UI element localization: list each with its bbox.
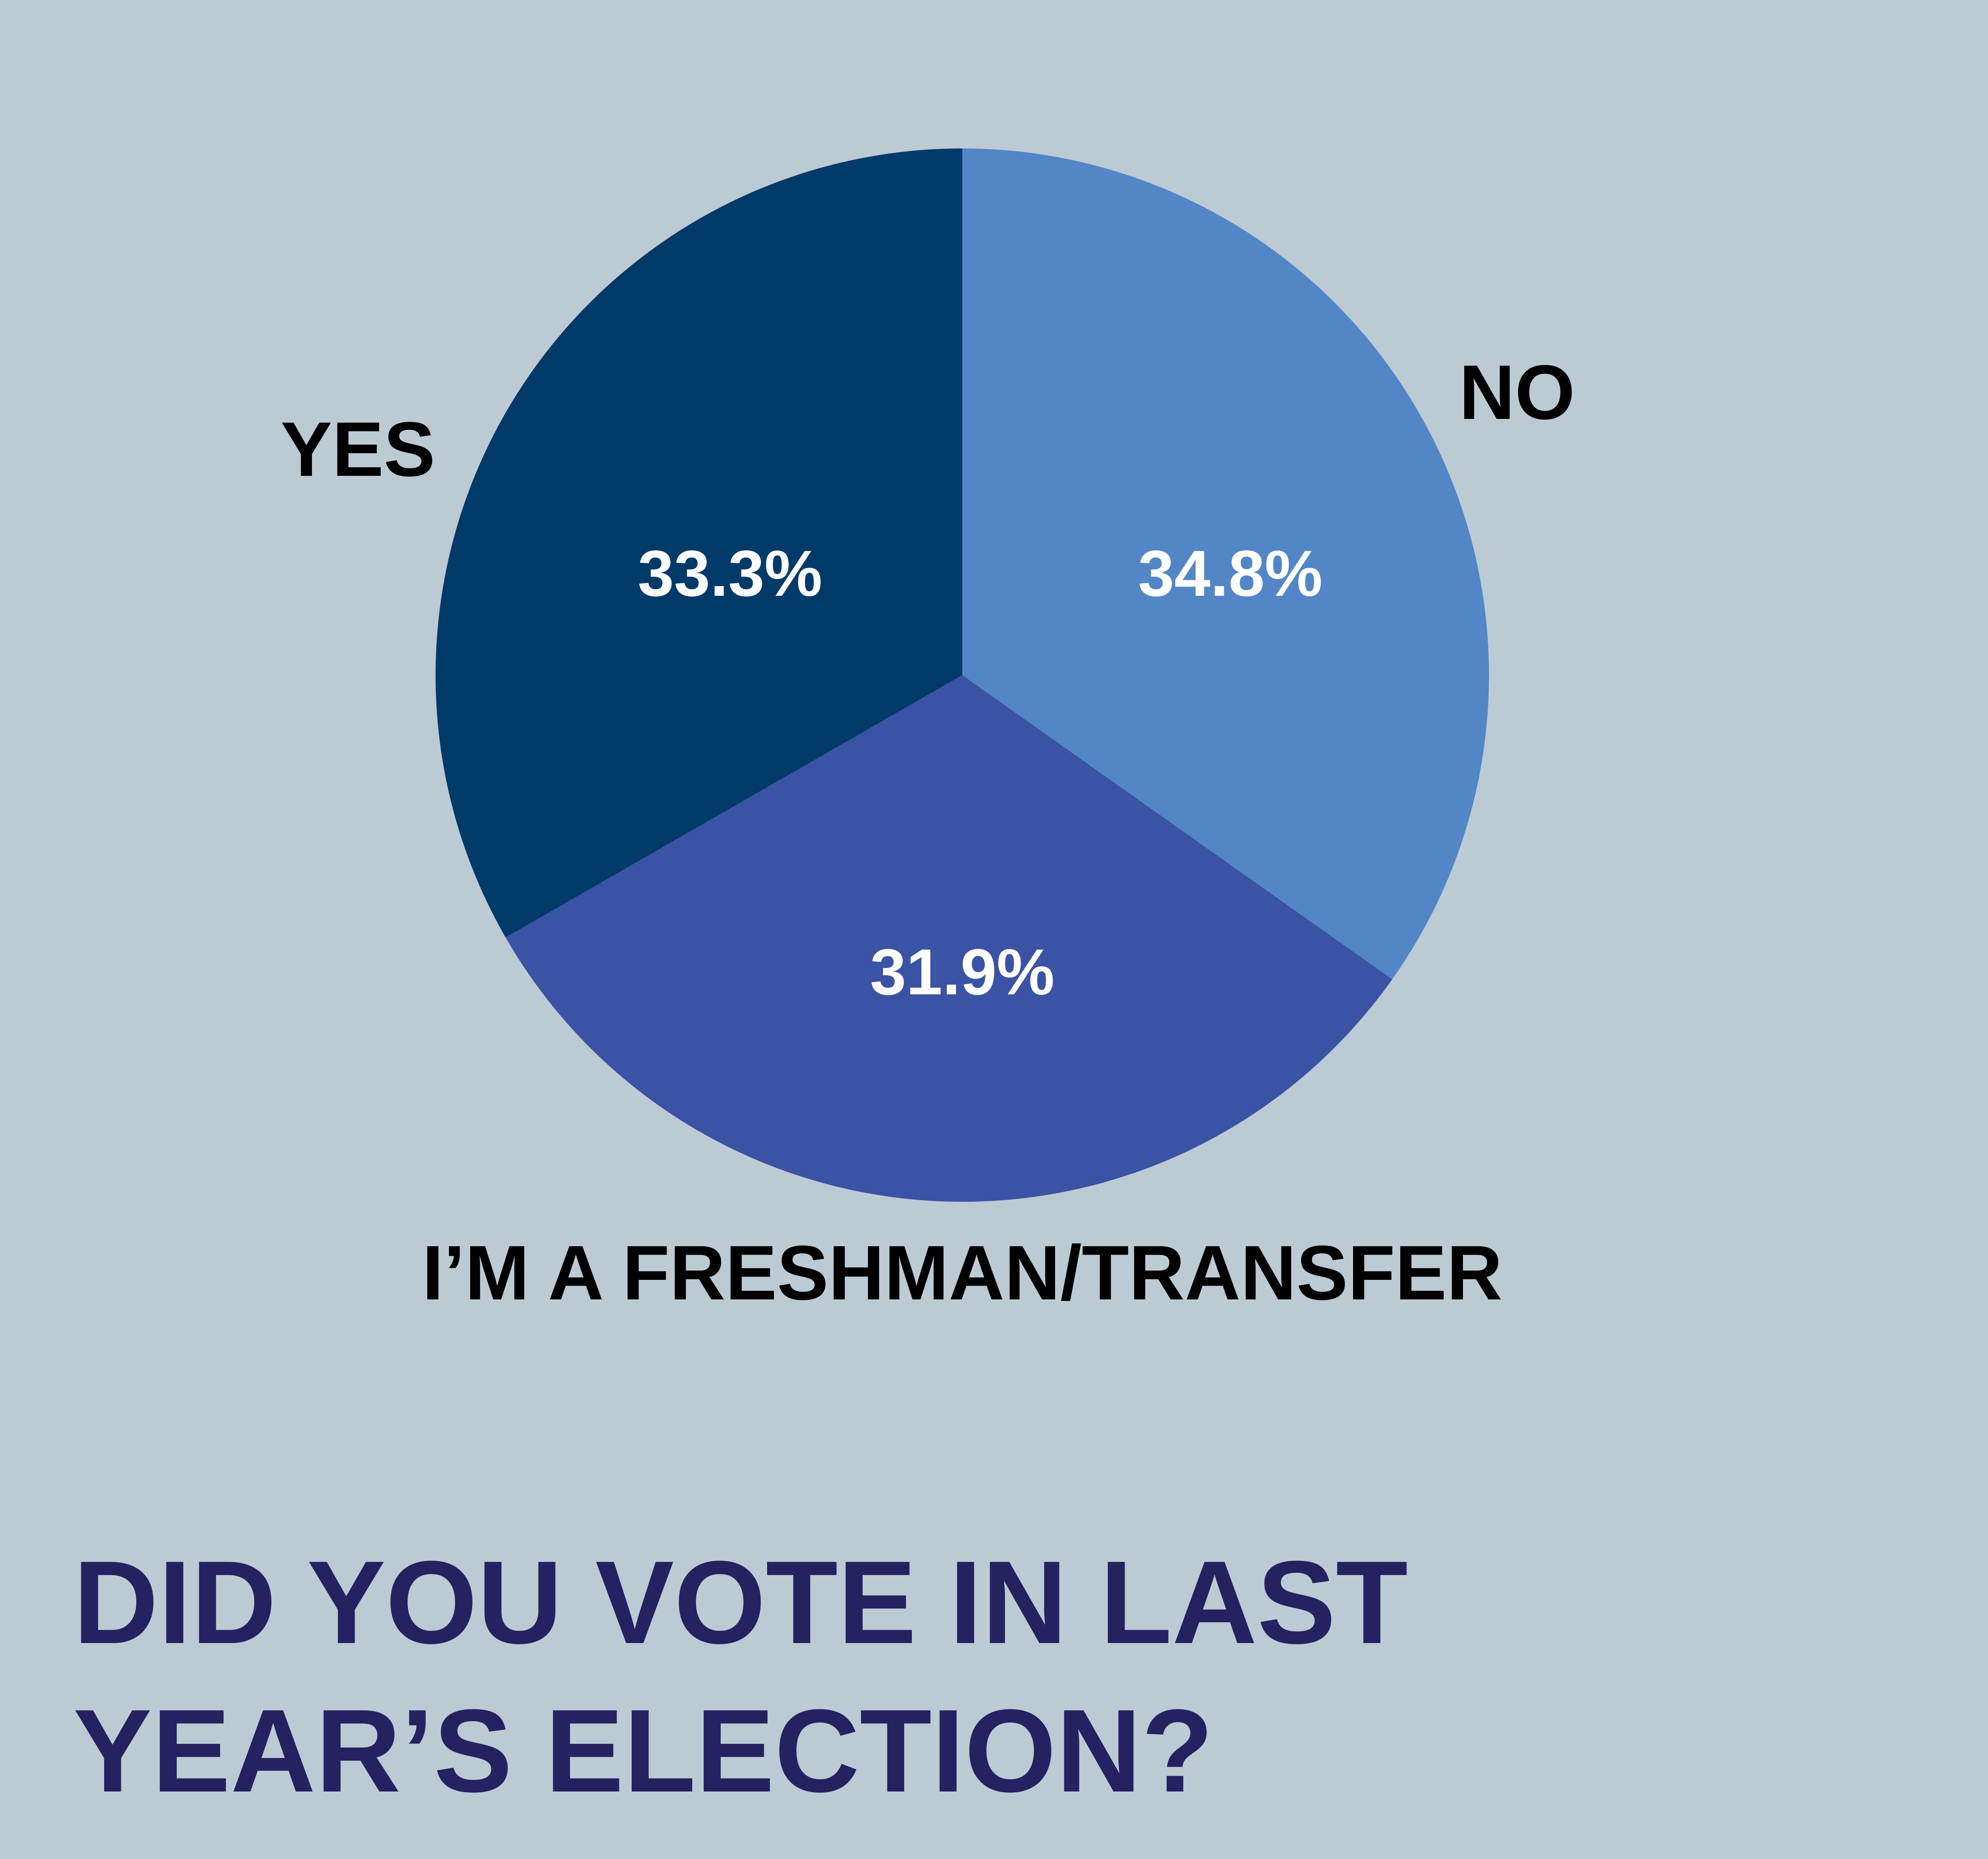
percent-label-freshman-transfer: 31.9% xyxy=(870,935,1055,1008)
percent-label-yes: 33.3% xyxy=(638,537,822,610)
category-label-freshman-transfer: I’M A FRESHMAN/TRANSFER xyxy=(422,1230,1502,1316)
pie-slice-yes xyxy=(435,148,962,938)
pie-labels: 34.8% NO 31.9% I’M A FRESHMAN/TRANSFER 33.3%… xyxy=(281,349,1575,1316)
pie-slice-freshman-transfer xyxy=(506,675,1393,1202)
chart-title-line-1: DID YOU VOTE IN LAST xyxy=(73,1536,1408,1668)
category-label-yes: YES xyxy=(281,406,435,493)
category-label-no: NO xyxy=(1459,349,1575,436)
percent-label-no: 34.8% xyxy=(1138,537,1323,610)
chart-title-line-2: YEAR’S ELECTION? xyxy=(73,1685,1214,1817)
pie-slice-no xyxy=(962,148,1489,979)
pie-slices xyxy=(435,148,1489,1202)
